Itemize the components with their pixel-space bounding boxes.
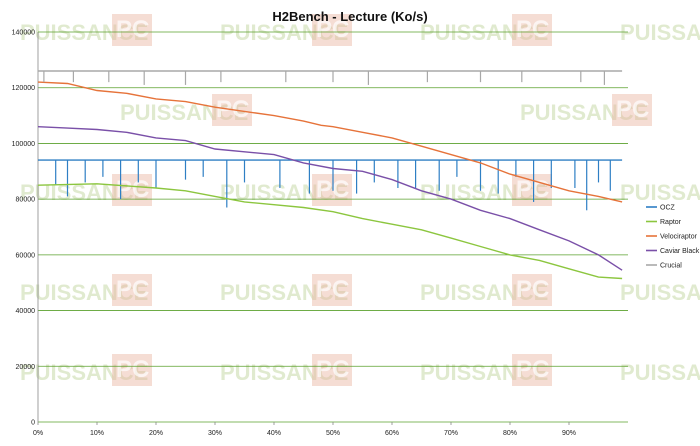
series-layer <box>37 70 623 280</box>
series-line-caviar-black <box>37 126 623 271</box>
watermark-badge-text: PC <box>116 356 149 383</box>
x-tick-label: 30% <box>208 430 222 437</box>
watermark-text: PUISSANCE <box>220 360 348 385</box>
watermark-layer: PUISSANCEPCPUISSANCEPCPUISSANCEPCPUISSAN… <box>20 14 700 386</box>
watermark-text: PUISSANCE <box>420 20 548 45</box>
watermark-text: PUISSANCE <box>20 360 148 385</box>
watermark-badge <box>112 174 152 206</box>
watermark-text: PUISSANCE <box>520 100 648 125</box>
x-tick-label: 60% <box>385 430 399 437</box>
chart-title: H2Bench - Lecture (Ko/s) <box>272 9 427 24</box>
watermark-badge <box>112 274 152 306</box>
x-tick-label: 0% <box>33 430 43 437</box>
x-tick-label: 20% <box>149 430 163 437</box>
watermark-text: PUISSANCE <box>620 360 700 385</box>
watermark-badge-text: PC <box>516 16 549 43</box>
y-tick-label: 80000 <box>16 197 36 204</box>
y-tick-label: 140000 <box>12 30 35 37</box>
watermark-badge-text: PC <box>516 356 549 383</box>
x-tick-label: 40% <box>267 430 281 437</box>
watermark-text: PUISSANCE <box>620 20 700 45</box>
legend-label-raptor: Raptor <box>660 219 682 226</box>
watermark-text: PUISSANCE <box>620 280 700 305</box>
legend: OCZ Raptor Velociraptor Caviar Black Crucial <box>646 205 700 270</box>
watermark-text: PUISSANCE <box>420 280 548 305</box>
watermark-text: PUISSANCE <box>220 280 348 305</box>
legend-label-caviar-black: Caviar Black <box>660 248 700 255</box>
watermark-text: PUISSANCE <box>120 100 248 125</box>
y-tick-label: 60000 <box>16 252 36 259</box>
legend-label-crucial: Crucial <box>660 263 682 270</box>
watermark-badge <box>312 14 352 46</box>
legend-label-velociraptor: Velociraptor <box>660 234 698 241</box>
x-tick-label: 90% <box>562 430 576 437</box>
watermark-badge <box>112 354 152 386</box>
watermark-badge <box>512 174 552 206</box>
watermark-text: PUISSANCE <box>620 180 700 205</box>
y-tick-label: 0 <box>31 420 35 427</box>
watermark-badge-text: PC <box>116 16 149 43</box>
y-tick-label: 40000 <box>16 308 36 315</box>
legend-label-ocz: OCZ <box>660 205 676 212</box>
watermark-badge-text: PC <box>616 96 649 123</box>
watermark-badge-text: PC <box>316 16 349 43</box>
watermark-badge <box>112 14 152 46</box>
watermark-badge <box>312 174 352 206</box>
watermark-badge <box>312 274 352 306</box>
watermark-badge-text: PC <box>316 356 349 383</box>
watermark-badge <box>512 274 552 306</box>
x-tick-label: 70% <box>444 430 458 437</box>
watermark-text: PUISSANCE <box>20 280 148 305</box>
series-line-velociraptor <box>37 81 623 203</box>
y-tick-label: 120000 <box>12 85 35 92</box>
y-tick-label: 100000 <box>12 141 35 148</box>
watermark-badge <box>512 354 552 386</box>
y-axis: 0 20000 40000 60000 80000 100000 120000 140000 <box>12 30 35 427</box>
watermark-badge-text: PC <box>116 176 149 203</box>
watermark-badge-text: PC <box>516 276 549 303</box>
watermark-text: PUISSANCE <box>220 20 348 45</box>
watermark-text: PUISSANCE <box>420 360 548 385</box>
watermark-badge-text: PC <box>116 276 149 303</box>
series-line-raptor <box>37 183 623 280</box>
x-tick-label: 10% <box>90 430 104 437</box>
watermark-badge <box>512 14 552 46</box>
watermark-badge-text: PC <box>316 276 349 303</box>
x-axis: 0% 10% 20% 30% 40% 50% 60% 70% 80% 90% <box>33 422 576 437</box>
watermark-badge <box>612 94 652 126</box>
x-tick-label: 50% <box>326 430 340 437</box>
watermark-text: PUISSANCE <box>420 180 548 205</box>
x-tick-label: 80% <box>503 430 517 437</box>
y-tick-label: 20000 <box>16 364 36 371</box>
watermark-text: PUISSANCE <box>20 20 148 45</box>
watermark-badge <box>312 354 352 386</box>
gridlines <box>37 31 628 423</box>
